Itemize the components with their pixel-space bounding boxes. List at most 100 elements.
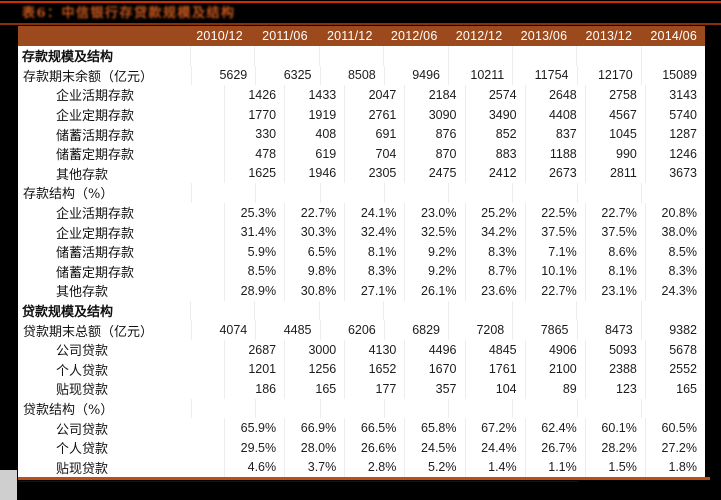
- cell-value: 9.2%: [404, 261, 464, 282]
- cell-value: 8.3%: [464, 241, 525, 262]
- cell-value: 22.5%: [524, 202, 585, 223]
- cell-value: 5.2%: [404, 457, 464, 478]
- table-row: 贷款期末总额（亿元） 4074 4485 6206 6829 7208 7865 8473 93…: [18, 320, 705, 340]
- cell-value: 6325: [255, 65, 319, 86]
- cell-value: 60.1%: [584, 418, 645, 438]
- cell-value: [383, 46, 447, 66]
- cell-value: 104: [464, 379, 525, 399]
- cell-value: [576, 46, 640, 66]
- cell-value: 8.7%: [464, 261, 525, 282]
- table-header-row: 2010/12 2011/06 2011/12 2012/06 2012/12 2013/…: [18, 26, 705, 46]
- cell-value: 89: [524, 379, 585, 399]
- table-row: 其他存款 1625 1946 2305 2475 2412 2673 2811 3673: [18, 163, 705, 184]
- table-row: 储蓄定期存款 478 619 704 870 883 1188 990 1246: [18, 143, 705, 164]
- cell-value: 4496: [404, 339, 464, 360]
- cell-value: [576, 398, 641, 419]
- column-header-date: 2013/06: [520, 29, 568, 43]
- cell-value: 4408: [524, 104, 585, 125]
- cell-value: 38.0%: [644, 222, 705, 242]
- row-label: 公司贷款: [56, 344, 109, 360]
- table-row: 贷款结构（%）: [18, 398, 705, 419]
- cell-value: 10211: [448, 65, 512, 86]
- cell-value: 11754: [512, 65, 576, 86]
- cell-value: [640, 183, 705, 203]
- cell-value: [512, 183, 576, 203]
- cell-value: 1761: [464, 359, 525, 380]
- cell-value: 29.5%: [224, 437, 284, 458]
- cell-value: 1.1%: [524, 457, 585, 478]
- row-label: 企业定期存款: [56, 226, 135, 242]
- cell-value: 3673: [644, 163, 705, 184]
- bottom-divider-line: [18, 477, 710, 480]
- cell-value: [319, 398, 384, 419]
- cell-value: 2811: [584, 163, 645, 184]
- cell-value: 2648: [524, 85, 585, 105]
- cell-value: [190, 300, 254, 321]
- cell-value: 357: [404, 379, 464, 399]
- column-header-date: 2011/12: [326, 29, 373, 43]
- row-label: 贴现贷款: [56, 383, 109, 399]
- cell-value: 1.5%: [584, 457, 645, 478]
- cell-value: [511, 46, 576, 66]
- cell-value: 30.8%: [284, 281, 344, 301]
- cell-value: 24.3%: [644, 281, 705, 301]
- cell-value: 23.0%: [404, 202, 464, 223]
- cell-value: 330: [224, 124, 284, 144]
- cell-value: 8.1%: [344, 241, 404, 262]
- cell-value: 24.4%: [464, 437, 525, 458]
- cell-value: 4.6%: [224, 457, 284, 478]
- cell-value: 2552: [644, 359, 705, 380]
- cell-value: 7.1%: [524, 241, 585, 262]
- cell-value: 3143: [644, 85, 705, 105]
- row-label: 贴现贷款: [56, 461, 109, 477]
- cell-value: [254, 300, 318, 321]
- column-header-date: 2013/12: [585, 29, 633, 43]
- cell-value: 1.4%: [464, 457, 525, 478]
- cell-value: [640, 300, 705, 321]
- row-label: 个人贷款: [56, 442, 109, 458]
- cell-value: 1433: [284, 85, 344, 105]
- cell-value: 165: [284, 379, 344, 399]
- cell-value: 4074: [191, 320, 255, 340]
- cell-value: [576, 300, 640, 321]
- row-label: 储蓄定期存款: [56, 265, 135, 281]
- cell-value: 6829: [383, 320, 448, 340]
- cell-value: 24.1%: [344, 202, 404, 223]
- cell-value: 12170: [576, 65, 641, 86]
- cell-value: 5093: [584, 339, 645, 360]
- cell-value: 9382: [640, 320, 705, 340]
- cell-value: 1287: [644, 124, 705, 144]
- cell-value: 7208: [448, 320, 512, 340]
- cell-value: 4130: [344, 339, 404, 360]
- cell-value: 165: [644, 379, 705, 399]
- cell-value: 4845: [464, 339, 525, 360]
- cell-value: [511, 300, 576, 321]
- cell-value: 1770: [224, 104, 284, 125]
- cell-value: 478: [224, 143, 284, 164]
- cell-value: 691: [344, 124, 404, 144]
- cell-value: 8.5%: [224, 261, 284, 282]
- cell-value: 6206: [319, 320, 384, 340]
- table-row: 贴现贷款 186 165 177 357 104 89 123 165: [18, 379, 705, 399]
- cell-value: 25.2%: [464, 202, 525, 223]
- table-row: 储蓄定期存款 8.5% 9.8% 8.3% 9.2% 8.7% 10.1% 8.1% 8.3%: [18, 261, 705, 282]
- cell-value: 26.7%: [524, 437, 585, 458]
- table-row: 储蓄活期存款 5.9% 6.5% 8.1% 9.2% 8.3% 7.1% 8.6% 8.5%: [18, 241, 705, 262]
- cell-value: 5678: [644, 339, 705, 360]
- cell-value: 60.5%: [644, 418, 705, 438]
- cell-value: 5629: [191, 65, 255, 86]
- cell-value: 883: [464, 143, 525, 164]
- cell-value: 8.6%: [584, 241, 645, 262]
- cell-value: 37.5%: [524, 222, 585, 242]
- table-row: 存款规模及结构: [18, 46, 705, 66]
- cell-value: 10.1%: [524, 261, 585, 282]
- cell-value: 1201: [224, 359, 284, 380]
- cell-value: 3090: [404, 104, 464, 125]
- row-label: 储蓄定期存款: [56, 148, 135, 164]
- cell-value: 704: [344, 143, 404, 164]
- cell-value: 34.2%: [464, 222, 525, 242]
- table-row: 企业定期存款 31.4% 30.3% 32.4% 32.5% 34.2% 37.5% 37.5…: [18, 222, 705, 242]
- row-label: 存款结构（%）: [23, 187, 114, 203]
- cell-value: 408: [284, 124, 344, 144]
- cell-value: 4485: [255, 320, 319, 340]
